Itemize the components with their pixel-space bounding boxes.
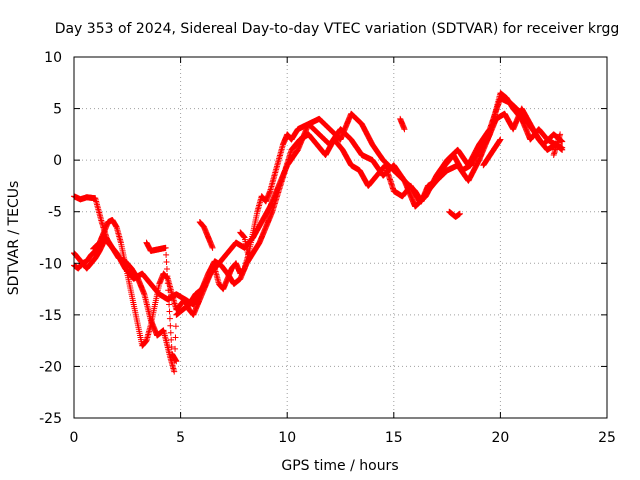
data-point	[164, 280, 171, 287]
data-point	[165, 294, 172, 301]
y-tick-label: 10	[44, 50, 62, 66]
data-point	[173, 358, 180, 365]
data-point	[172, 345, 179, 352]
y-tick-label: 5	[53, 102, 62, 118]
x-tick-label: 0	[70, 430, 79, 446]
data-point	[165, 287, 172, 294]
y-tick-label: -20	[39, 359, 62, 375]
x-tick-label: 25	[598, 430, 616, 446]
data-point	[163, 266, 170, 273]
data-point	[167, 322, 174, 329]
data-point	[163, 251, 170, 258]
data-point	[172, 334, 179, 341]
y-tick-label: 0	[53, 153, 62, 169]
plot-area-frame	[73, 56, 608, 419]
data-point	[98, 237, 105, 244]
y-tick-label: -15	[39, 308, 62, 324]
data-point	[401, 126, 408, 133]
data-point	[164, 273, 171, 280]
x-tick-label: 15	[385, 430, 403, 446]
y-tick-label: -10	[39, 256, 62, 272]
data-point	[209, 244, 216, 251]
x-tick-label: 20	[491, 430, 509, 446]
data-point	[245, 255, 252, 262]
y-tick-label: -5	[48, 205, 62, 221]
data-point	[168, 343, 175, 350]
data-point	[162, 244, 169, 251]
data-point	[497, 136, 504, 143]
data-points	[71, 90, 566, 375]
data-point	[168, 336, 175, 343]
x-tick-label: 10	[278, 430, 296, 446]
y-axis-label: SDTVAR / TECUs	[6, 181, 22, 296]
data-point	[172, 323, 179, 330]
y-tick-label: -25	[39, 411, 62, 427]
data-point	[167, 329, 174, 336]
data-point	[163, 258, 170, 265]
data-point	[456, 210, 463, 217]
data-point	[557, 131, 564, 138]
data-point	[559, 144, 566, 151]
x-tick-label: 5	[176, 430, 185, 446]
axis-ticks: 0 5 10 15 20 25 -25 -20 -15 -10 -5 0 5 10	[39, 50, 616, 446]
data-point	[171, 368, 178, 375]
x-axis-label: GPS time / hours	[281, 458, 398, 474]
data-point	[166, 315, 173, 322]
chart-title: Day 353 of 2024, Sidereal Day-to-day VTE…	[55, 21, 620, 37]
data-point	[166, 301, 173, 308]
grid-lines	[74, 57, 607, 418]
data-point	[166, 308, 173, 315]
